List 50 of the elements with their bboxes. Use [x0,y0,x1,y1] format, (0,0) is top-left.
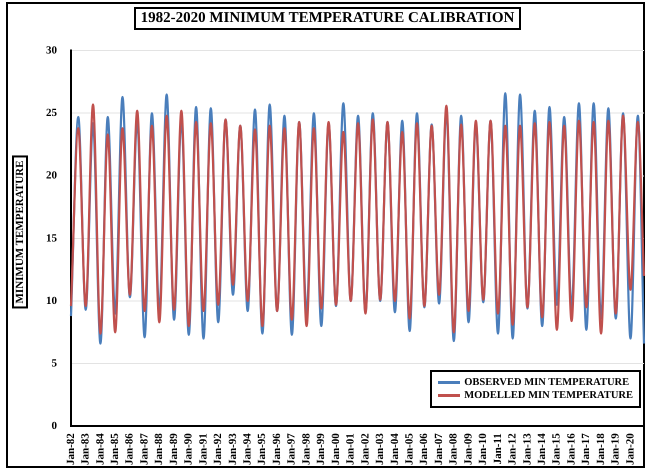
y-tick-label: 20 [46,170,58,182]
x-tick-label: Jan-82 [64,432,77,465]
x-tick-label: Jan-09 [462,432,474,465]
y-tick-label: 10 [46,294,58,307]
x-tick-label: Jan-90 [182,432,195,465]
x-tick-label: Jan-87 [138,432,150,465]
x-tick-label: Jan-12 [506,432,519,465]
y-axis-title: MINIMUM TEMPERATURE [12,156,28,308]
x-tick-label: Jan-05 [404,432,416,465]
x-tick-label: Jan-11 [492,433,504,464]
x-tick-label: Jan-97 [286,432,298,465]
x-tick-label: Jan-00 [330,432,342,465]
x-tick-label: Jan-18 [594,432,607,465]
x-tick-label: Jan-08 [448,432,460,465]
x-tick-label: Jan-93 [226,432,239,465]
x-tick-label: Jan-89 [168,432,180,465]
x-tick-label: Jan-02 [359,432,372,465]
x-tick-label: Jan-94 [242,432,254,465]
x-tick-label: Jan-16 [565,432,578,465]
y-tick-label: 30 [46,44,58,56]
x-tick-label: Jan-17 [580,432,592,465]
x-tick-label: Jan-10 [477,432,490,465]
x-tick-label: Jan-13 [521,432,534,465]
x-tick-label: Jan-07 [432,432,445,465]
y-tick-label: 0 [52,420,58,432]
x-tick-label: Jan-95 [256,432,268,465]
x-tick-label: Jan-98 [300,432,312,465]
x-tick-label: Jan-84 [94,432,106,465]
x-tick-label: Jan-86 [124,432,136,465]
x-tick-label: Jan-14 [536,432,548,465]
legend-label: OBSERVED MIN TEMPERATURE [464,377,630,388]
x-tick-label: Jan-99 [315,432,328,465]
x-tick-label: Jan-88 [153,432,166,465]
x-tick-label: Jan-06 [418,432,430,465]
x-tick-label: Jan-83 [80,432,92,465]
x-tick-label: Jan-03 [374,432,386,465]
x-tick-label: Jan-15 [550,432,563,465]
chart-title: 1982-2020 MINIMUM TEMPERATURE CALIBRATION [134,7,522,30]
y-tick-label: 25 [46,107,58,120]
x-tick-label: Jan-04 [388,432,401,465]
y-tick-label: 15 [46,232,58,244]
x-tick-label: Jan-96 [270,432,283,465]
legend-label: MODELLED MIN TEMPERATURE [464,390,633,401]
x-tick-label: Jan-91 [197,433,210,465]
x-tick-label: Jan-92 [212,432,224,465]
y-tick-label: 5 [52,357,58,370]
x-tick-label: Jan-01 [344,433,357,465]
x-tick-label: Jan-20 [624,432,636,465]
x-tick-label: Jan-19 [610,432,622,465]
x-tick-label: Jan-85 [109,432,122,465]
